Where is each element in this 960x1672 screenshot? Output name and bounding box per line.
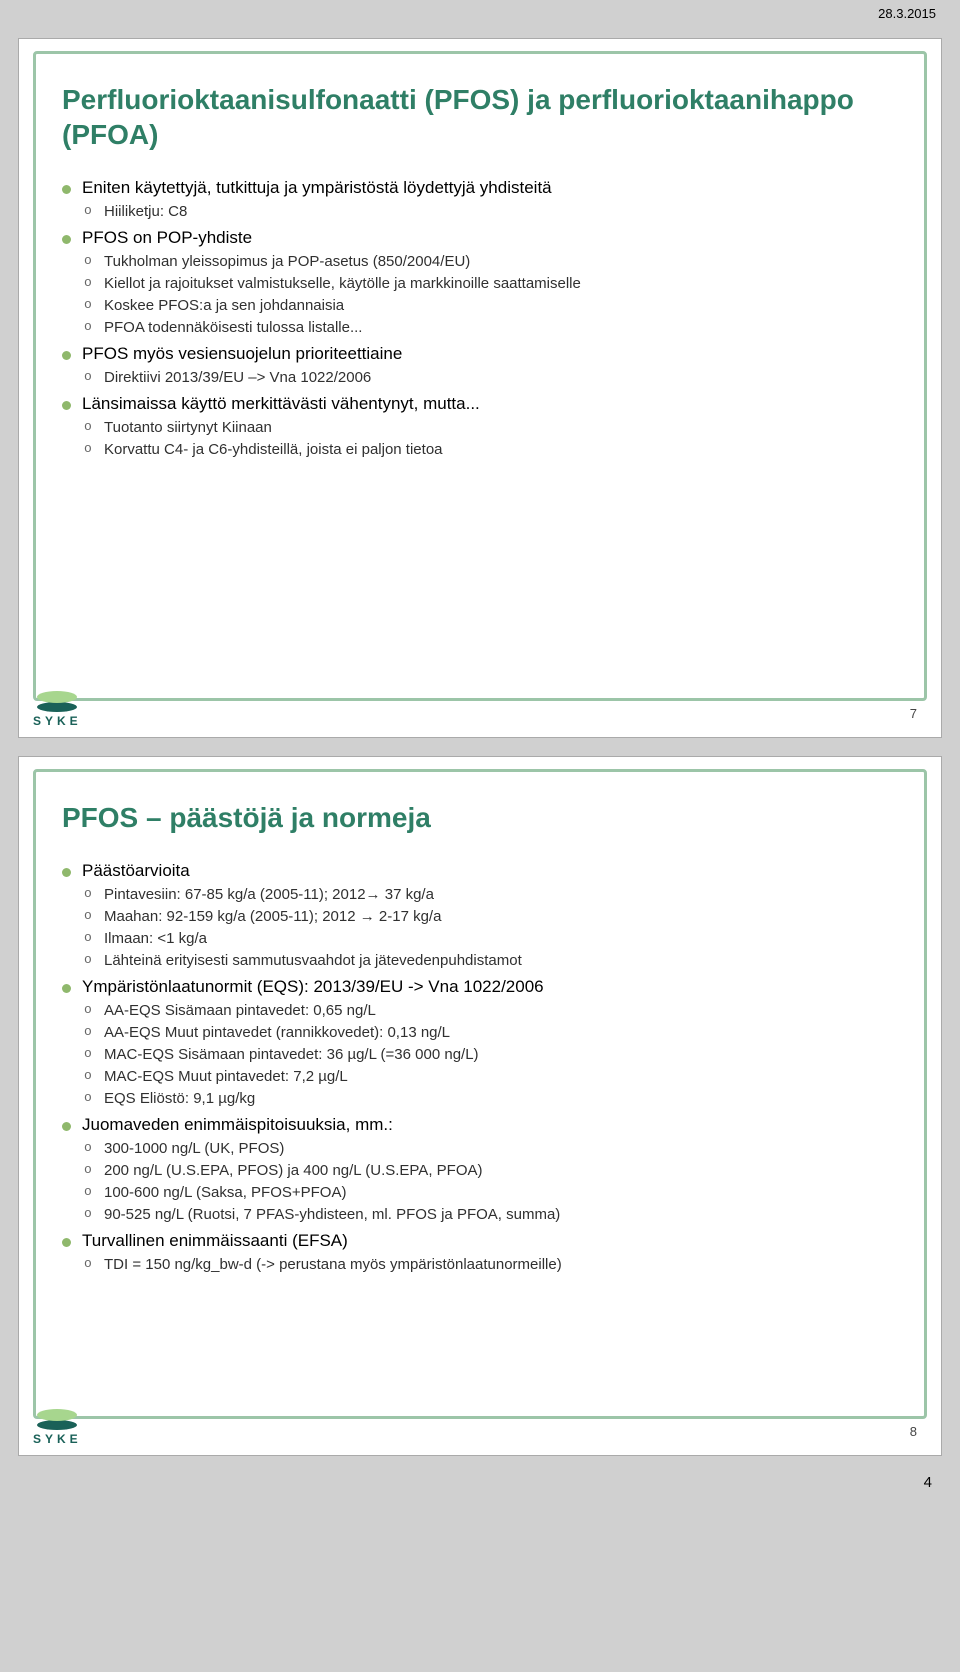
sub-bullet-item: Tukholman yleissopimus ja POP-asetus (85…: [82, 253, 898, 270]
bullet-text: Juomaveden enimmäispitoisuuksia, mm.:: [82, 1115, 393, 1134]
bullet-text: PFOS myös vesiensuojelun prioriteettiain…: [82, 344, 402, 363]
sub-bullet-item: Korvattu C4- ja C6-yhdisteillä, joista e…: [82, 441, 898, 458]
syke-logo-text: SYKE: [33, 715, 82, 727]
bullet-item: PFOS on POP-yhdiste Tukholman yleissopimu…: [62, 228, 898, 336]
sub-bullet-list: Tuotanto siirtynyt Kiinaan Korvattu C4- j…: [82, 419, 898, 458]
sub-bullet-item: MAC-EQS Sisämaan pintavedet: 36 µg/L (=3…: [82, 1046, 898, 1063]
bullet-item: Päästöarvioita Pintavesiin: 67-85 kg/a (2…: [62, 861, 898, 969]
sub-bullet-item: Maahan: 92-159 kg/a (2005-11); 2012 → 2-…: [82, 908, 898, 925]
sub-bullet-item: 90-525 ng/L (Ruotsi, 7 PFAS-yhdisteen, m…: [82, 1206, 898, 1223]
bullet-list: Päästöarvioita Pintavesiin: 67-85 kg/a (2…: [62, 861, 898, 1273]
slide-title: Perfluorioktaanisulfonaatti (PFOS) ja pe…: [62, 82, 898, 152]
sub-bullet-item: Koskee PFOS:a ja sen johdannaisia: [82, 297, 898, 314]
slide-title: PFOS – päästöjä ja normeja: [62, 800, 898, 835]
sub-bullet-item: TDI = 150 ng/kg_bw-d (-> perustana myös …: [82, 1256, 898, 1273]
slide-inner: PFOS – päästöjä ja normeja Päästöarvioita…: [33, 769, 927, 1419]
slide-number: 8: [910, 1424, 917, 1439]
sub-bullet-item: 100-600 ng/L (Saksa, PFOS+PFOA): [82, 1184, 898, 1201]
slide: Perfluorioktaanisulfonaatti (PFOS) ja pe…: [18, 38, 942, 738]
sub-bullet-item: 300-1000 ng/L (UK, PFOS): [82, 1140, 898, 1157]
sub-bullet-list: TDI = 150 ng/kg_bw-d (-> perustana myös …: [82, 1256, 898, 1273]
syke-logo-icon: [34, 1407, 80, 1431]
slide-inner: Perfluorioktaanisulfonaatti (PFOS) ja pe…: [33, 51, 927, 701]
sub-bullet-item: Lähteinä erityisesti sammutusvaahdot ja …: [82, 952, 898, 969]
bullet-text: Eniten käytettyjä, tutkittuja ja ympäris…: [82, 178, 552, 197]
sub-bullet-list: AA-EQS Sisämaan pintavedet: 0,65 ng/L AA-…: [82, 1002, 898, 1107]
syke-logo-text: SYKE: [33, 1433, 82, 1445]
bullet-list: Eniten käytettyjä, tutkittuja ja ympäris…: [62, 178, 898, 458]
bullet-text: Ympäristönlaatunormit (EQS): 2013/39/EU …: [82, 977, 544, 996]
bullet-text: Länsimaissa käyttö merkittävästi vähenty…: [82, 394, 480, 413]
bullet-text: Turvallinen enimmäissaanti (EFSA): [82, 1231, 348, 1250]
sub-bullet-item: 200 ng/L (U.S.EPA, PFOS) ja 400 ng/L (U.…: [82, 1162, 898, 1179]
sub-bullet-item: Direktiivi 2013/39/EU –> Vna 1022/2006: [82, 369, 898, 386]
bullet-item: Ympäristönlaatunormit (EQS): 2013/39/EU …: [62, 977, 898, 1107]
sub-bullet-item: Ilmaan: <1 kg/a: [82, 930, 898, 947]
handout-page-number: 4: [0, 1474, 960, 1505]
slide: PFOS – päästöjä ja normeja Päästöarvioita…: [18, 756, 942, 1456]
bullet-item: Länsimaissa käyttö merkittävästi vähenty…: [62, 394, 898, 458]
sub-bullet-item: AA-EQS Sisämaan pintavedet: 0,65 ng/L: [82, 1002, 898, 1019]
sub-bullet-item: Hiiliketju: C8: [82, 203, 898, 220]
sub-bullet-item: PFOA todennäköisesti tulossa listalle...: [82, 319, 898, 336]
sub-bullet-list: Direktiivi 2013/39/EU –> Vna 1022/2006: [82, 369, 898, 386]
sub-bullet-item: Pintavesiin: 67-85 kg/a (2005-11); 2012→…: [82, 886, 898, 903]
bullet-item: Juomaveden enimmäispitoisuuksia, mm.: 300…: [62, 1115, 898, 1223]
bullet-text: PFOS on POP-yhdiste: [82, 228, 252, 247]
sub-bullet-list: Pintavesiin: 67-85 kg/a (2005-11); 2012→…: [82, 886, 898, 969]
syke-logo: SYKE: [33, 1407, 82, 1445]
bullet-item: PFOS myös vesiensuojelun prioriteettiain…: [62, 344, 898, 386]
sub-bullet-item: EQS Eliöstö: 9,1 µg/kg: [82, 1090, 898, 1107]
sub-bullet-item: MAC-EQS Muut pintavedet: 7,2 µg/L: [82, 1068, 898, 1085]
slide-number: 7: [910, 706, 917, 721]
handout-page: 28.3.2015 Perfluorioktaanisulfonaatti (P…: [0, 0, 960, 1505]
sub-bullet-item: Tuotanto siirtynyt Kiinaan: [82, 419, 898, 436]
bullet-text: Päästöarvioita: [82, 861, 190, 880]
bullet-item: Turvallinen enimmäissaanti (EFSA) TDI = 1…: [62, 1231, 898, 1273]
sub-bullet-item: Kiellot ja rajoitukset valmistukselle, k…: [82, 275, 898, 292]
syke-logo-icon: [34, 689, 80, 713]
sub-bullet-list: Hiiliketju: C8: [82, 203, 898, 220]
sub-bullet-list: Tukholman yleissopimus ja POP-asetus (85…: [82, 253, 898, 336]
sub-bullet-item: AA-EQS Muut pintavedet (rannikkovedet): …: [82, 1024, 898, 1041]
document-date: 28.3.2015: [0, 0, 960, 28]
bullet-item: Eniten käytettyjä, tutkittuja ja ympäris…: [62, 178, 898, 220]
syke-logo: SYKE: [33, 689, 82, 727]
sub-bullet-list: 300-1000 ng/L (UK, PFOS) 200 ng/L (U.S.EP…: [82, 1140, 898, 1223]
